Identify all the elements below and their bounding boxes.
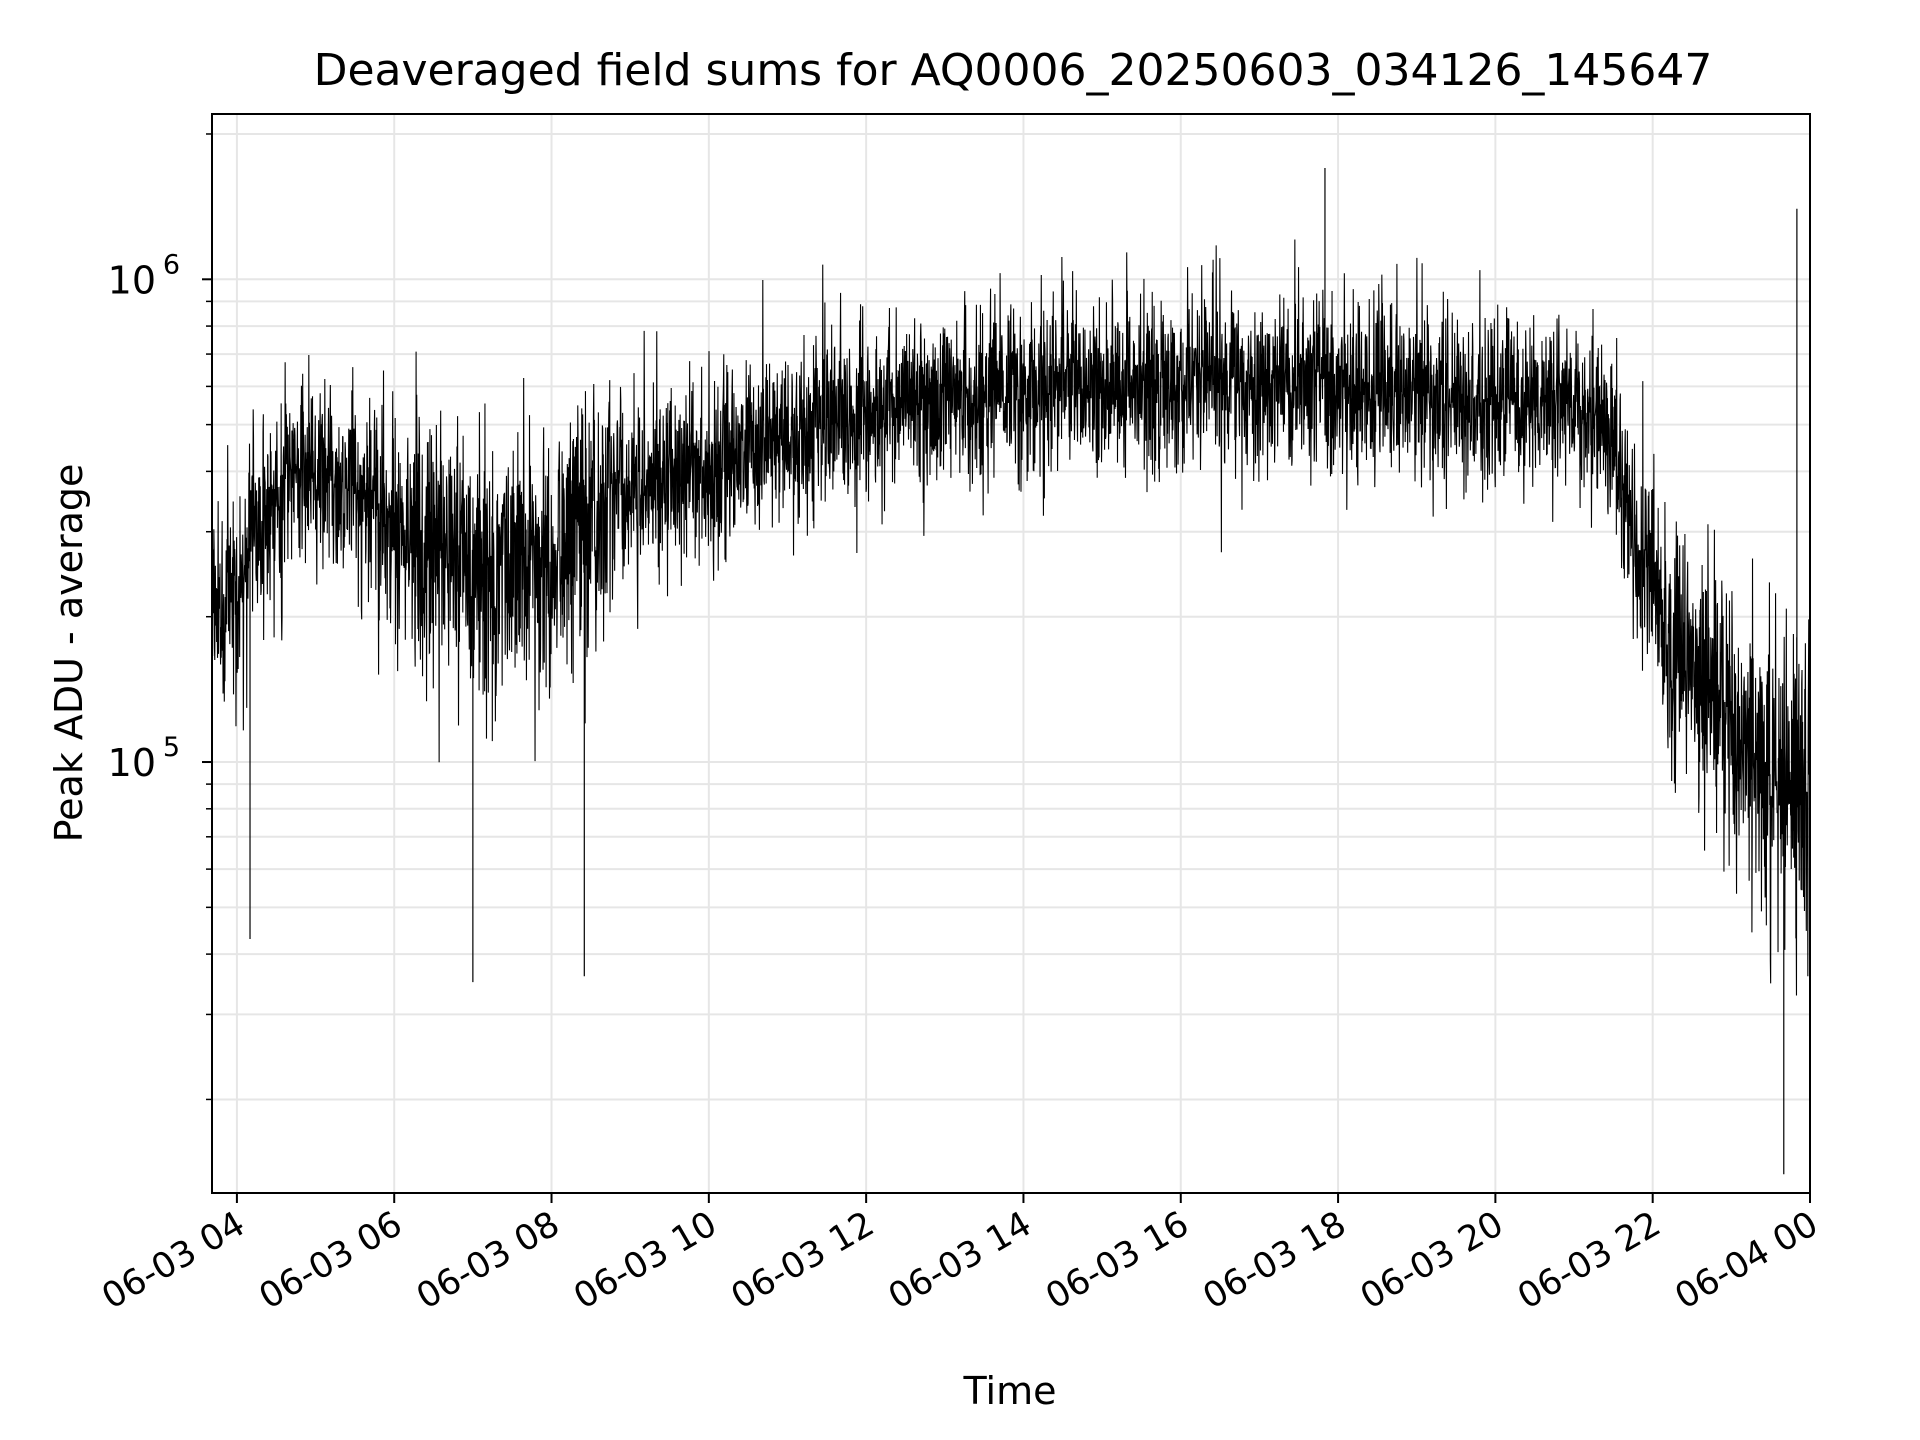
y-tick-exponent: 5 — [163, 732, 180, 763]
chart-title: Deaveraged field sums for AQ0006_2025060… — [314, 45, 1713, 96]
y-tick-label: 10 — [108, 258, 156, 302]
y-axis-label: Peak ADU - average — [47, 464, 91, 843]
x-axis-label: Time — [963, 1369, 1057, 1413]
y-tick-exponent: 6 — [163, 249, 180, 280]
y-tick-label: 10 — [108, 741, 156, 785]
plot-frame — [211, 113, 1811, 1194]
data-layer — [212, 168, 1810, 1175]
series-line — [212, 239, 1810, 996]
